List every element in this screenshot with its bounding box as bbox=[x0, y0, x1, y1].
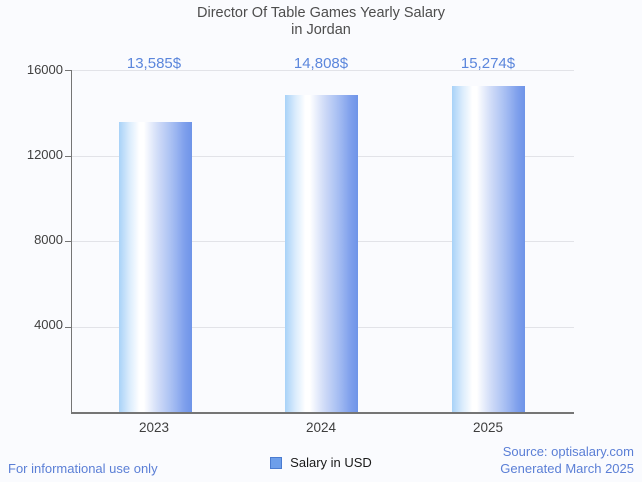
bar-value-label-2023: 13,585$ bbox=[126, 55, 182, 72]
y-axis-tick-label-16000: 16000 bbox=[26, 62, 63, 77]
y-axis-tick-mark bbox=[65, 326, 71, 328]
gridline-16000 bbox=[72, 70, 574, 71]
y-axis-tick-mark bbox=[65, 155, 71, 157]
legend-label: Salary in USD bbox=[290, 455, 372, 470]
plot-area bbox=[65, 70, 574, 414]
legend-swatch-icon bbox=[270, 456, 283, 469]
y-axis-tick-label-4000: 4000 bbox=[34, 317, 63, 332]
source-link[interactable]: Source: optisalary.com bbox=[502, 444, 634, 459]
bar-value-label-2024: 14,808$ bbox=[293, 55, 349, 72]
x-axis-label-2025: 2025 bbox=[472, 420, 504, 435]
chart-title-line2: in Jordan bbox=[291, 22, 351, 38]
y-axis-tick-mark bbox=[65, 70, 71, 71]
source-attribution: Source: optisalary.com Generated March 2… bbox=[500, 443, 634, 477]
x-axis-label-2023: 2023 bbox=[138, 420, 170, 435]
y-axis-tick-mark bbox=[65, 241, 71, 242]
bar-2025[interactable] bbox=[452, 85, 525, 412]
bar-2024[interactable] bbox=[285, 95, 358, 412]
x-axis-label-2024: 2024 bbox=[305, 420, 337, 435]
generated-date: Generated March 2025 bbox=[500, 461, 634, 476]
y-axis-tick-label-8000: 8000 bbox=[34, 232, 63, 247]
bar-value-label-2025: 15,274$ bbox=[460, 55, 516, 72]
chart-title: Director Of Table Games Yearly Salary in… bbox=[0, 5, 642, 39]
bar-2023[interactable] bbox=[119, 121, 192, 412]
legend: Salary in USD bbox=[0, 455, 642, 470]
disclaimer-note: For informational use only bbox=[8, 461, 158, 476]
y-axis-tick-label-12000: 12000 bbox=[26, 147, 63, 162]
chart-title-line1: Director Of Table Games Yearly Salary bbox=[197, 5, 445, 21]
